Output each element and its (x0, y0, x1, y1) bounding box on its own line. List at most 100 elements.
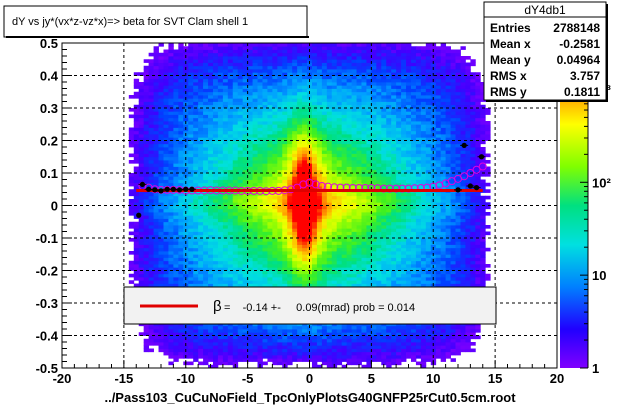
heatmap-cell (381, 127, 387, 132)
heatmap-cell (366, 329, 372, 333)
heatmap-cell (222, 182, 229, 187)
heatmap-cell (297, 348, 303, 353)
heatmap-cell (203, 59, 209, 63)
heatmap-cell (366, 358, 372, 362)
heatmap-cell (346, 199, 352, 203)
heatmap-cell (262, 329, 268, 333)
heatmap-cell (232, 111, 239, 115)
heatmap-cell (138, 238, 145, 242)
heatmap-cell (212, 72, 219, 76)
heatmap-cell (321, 221, 328, 226)
heatmap-cell (252, 117, 258, 122)
heatmap-cell (208, 231, 214, 236)
heatmap-cell (128, 267, 135, 271)
heatmap-cell (366, 124, 372, 128)
heatmap-cell (247, 348, 253, 353)
heatmap-cell (247, 329, 253, 333)
heatmap-cell (297, 199, 303, 203)
heatmap-cell (366, 156, 372, 161)
heatmap-cell (203, 75, 209, 80)
heatmap-cell (173, 182, 179, 187)
heatmap-cell (267, 208, 273, 213)
heatmap-cell (331, 283, 338, 288)
heatmap-cell (277, 163, 283, 167)
heatmap-cell (168, 65, 174, 70)
heatmap-cell (262, 114, 268, 119)
heatmap-cell (212, 186, 219, 190)
heatmap-cell (222, 49, 229, 54)
heatmap-cell (227, 192, 234, 197)
heatmap-cell (331, 59, 338, 63)
heatmap-cell (212, 257, 219, 262)
heatmap-cell (247, 91, 253, 96)
heatmap-cell (168, 351, 174, 356)
heatmap-cell (346, 163, 352, 167)
heatmap-cell (178, 130, 184, 135)
heatmap-cell (143, 140, 150, 145)
heatmap-cell (173, 199, 179, 203)
heatmap-cell (168, 267, 174, 271)
heatmap-cell (272, 332, 278, 336)
heatmap-cell (341, 91, 348, 96)
heatmap-cell (203, 98, 209, 102)
heatmap-cell (222, 143, 229, 148)
heatmap-cell (232, 221, 239, 226)
heatmap-cell (203, 46, 209, 50)
heatmap-cell (222, 101, 229, 106)
heatmap-cell (381, 156, 387, 161)
heatmap-cell (247, 95, 253, 99)
heatmap-cell (356, 49, 362, 54)
heatmap-cell (311, 147, 318, 151)
heatmap-cell (277, 325, 283, 330)
heatmap-cell (307, 147, 313, 151)
heatmap-cell (307, 202, 313, 206)
heatmap-cell (158, 205, 164, 210)
heatmap-cell (356, 218, 362, 223)
heatmap-cell (193, 127, 199, 132)
heatmap-cell (242, 65, 249, 70)
heatmap-cell (148, 108, 154, 112)
heatmap-cell (193, 335, 199, 340)
heatmap-cell (138, 277, 145, 281)
heatmap-cell (267, 251, 273, 255)
heatmap-cell (336, 117, 343, 122)
heatmap-cell (277, 251, 283, 255)
heatmap-cell (326, 212, 333, 216)
heatmap-cell (272, 56, 278, 60)
heatmap-cell (138, 95, 145, 99)
heatmap-cell (237, 82, 244, 86)
heatmap-cell (376, 345, 382, 349)
heatmap-cell (163, 332, 169, 336)
heatmap-cell (198, 108, 204, 112)
heatmap-cell (198, 348, 204, 353)
heatmap-cell (232, 137, 239, 141)
heatmap-cell (208, 108, 214, 112)
heatmap-cell (153, 121, 159, 125)
heatmap-cell (232, 247, 239, 252)
heatmap-cell (282, 95, 288, 99)
heatmap-cell (341, 69, 348, 73)
heatmap-cell (133, 283, 140, 288)
heatmap-cell (331, 49, 338, 54)
heatmap-cell (193, 69, 199, 73)
heatmap-cell (163, 52, 169, 57)
heatmap-cell (237, 228, 244, 232)
heatmap-cell (376, 140, 382, 145)
heatmap-cell (316, 247, 323, 252)
heatmap-cell (366, 247, 372, 252)
heatmap-cell (262, 153, 268, 158)
heatmap-cell (173, 270, 179, 275)
heatmap-cell (386, 342, 392, 346)
heatmap-cell (336, 225, 343, 229)
heatmap-cell (297, 335, 303, 340)
heatmap-cell (158, 280, 164, 284)
heatmap-cell (316, 156, 323, 161)
heatmap-cell (247, 65, 253, 70)
heatmap-cell (272, 127, 278, 132)
heatmap-cell (346, 114, 352, 119)
heatmap-cell (361, 46, 367, 50)
heatmap-cell (222, 348, 229, 353)
heatmap-cell (198, 215, 204, 219)
heatmap-cell (138, 88, 145, 93)
heatmap-cell (222, 195, 229, 200)
